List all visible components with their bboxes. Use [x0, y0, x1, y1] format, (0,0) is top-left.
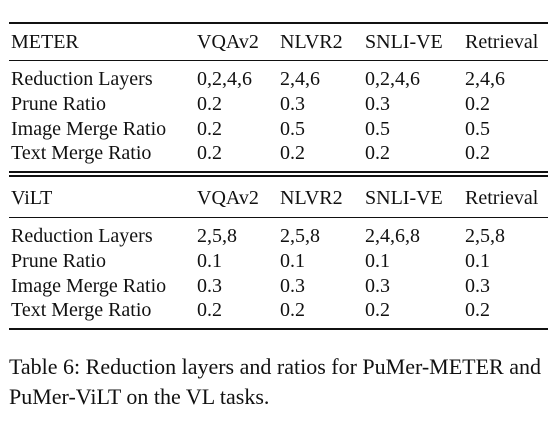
table-cell: 0.2	[465, 142, 490, 164]
column-header: NLVR2	[280, 31, 343, 53]
table-row: Image Merge Ratio 0.2 0.5 0.5 0.5	[9, 117, 548, 141]
table-cell: 2,5,8	[465, 225, 505, 247]
column-header: VQAv2	[197, 187, 259, 209]
column-header: SNLI-VE	[365, 187, 443, 209]
table-row: Prune Ratio 0.2 0.3 0.3 0.2	[9, 92, 548, 116]
table-cell: 0.1	[197, 250, 222, 272]
section-double-rule-top	[9, 171, 548, 173]
table-cell: 0.2	[197, 142, 222, 164]
table-cell: 0.2	[465, 93, 490, 115]
table-cell: 2,4,6	[280, 68, 320, 90]
section-label-meter: METER	[11, 31, 79, 53]
table-cell: 2,5,8	[280, 225, 320, 247]
table-bottom-rule	[9, 328, 548, 330]
table-row: Reduction Layers 2,5,8 2,5,8 2,4,6,8 2,5…	[9, 224, 548, 248]
table-cell: 0.2	[197, 93, 222, 115]
row-label: Reduction Layers	[11, 225, 153, 247]
table-cell: 0.5	[365, 118, 390, 140]
row-label: Image Merge Ratio	[11, 118, 167, 140]
table-top-rule	[9, 22, 548, 24]
column-header: NLVR2	[280, 187, 343, 209]
table-cell: 0.3	[465, 275, 490, 297]
table-cell: 0.2	[365, 142, 390, 164]
section-label-vilt: ViLT	[11, 187, 53, 209]
table-cell: 0.2	[197, 118, 222, 140]
table-cell: 0.3	[280, 93, 305, 115]
table-cell: 0.1	[365, 250, 390, 272]
table-row: Reduction Layers 0,2,4,6 2,4,6 0,2,4,6 2…	[9, 67, 548, 91]
column-header: SNLI-VE	[365, 31, 443, 53]
table-cell: 0.3	[197, 275, 222, 297]
table-row: Text Merge Ratio 0.2 0.2 0.2 0.2	[9, 141, 548, 165]
table-cell: 2,4,6,8	[365, 225, 420, 247]
table-cell: 0.1	[280, 250, 305, 272]
table-cell: 0.2	[365, 299, 390, 321]
table-row: Image Merge Ratio 0.3 0.3 0.3 0.3	[9, 274, 548, 298]
table-cell: 0.2	[465, 299, 490, 321]
table-cell: 0.2	[280, 299, 305, 321]
table-cell: 0.5	[465, 118, 490, 140]
table-cell: 0.2	[280, 142, 305, 164]
section-double-rule-bottom	[9, 175, 548, 177]
table-cell: 0.2	[197, 299, 222, 321]
table-cell: 0,2,4,6	[197, 68, 252, 90]
column-header: Retrieval	[465, 187, 539, 209]
row-label: Image Merge Ratio	[11, 275, 167, 297]
header-rule	[9, 60, 548, 61]
table-cell: 0,2,4,6	[365, 68, 420, 90]
row-label: Prune Ratio	[11, 93, 106, 115]
table-cell: 2,5,8	[197, 225, 237, 247]
column-header: VQAv2	[197, 31, 259, 53]
table-row: Text Merge Ratio 0.2 0.2 0.2 0.2	[9, 298, 548, 322]
header-rule	[9, 217, 548, 218]
row-label: Prune Ratio	[11, 250, 106, 272]
table-cell: 0.3	[365, 275, 390, 297]
table-cell: 0.5	[280, 118, 305, 140]
table-cell: 0.1	[465, 250, 490, 272]
table-cell: 0.3	[365, 93, 390, 115]
row-label: Text Merge Ratio	[11, 299, 152, 321]
table-row: Prune Ratio 0.1 0.1 0.1 0.1	[9, 249, 548, 273]
row-label: Text Merge Ratio	[11, 142, 152, 164]
table-cell: 0.3	[280, 275, 305, 297]
table-cell: 2,4,6	[465, 68, 505, 90]
column-header: Retrieval	[465, 31, 539, 53]
row-label: Reduction Layers	[11, 68, 153, 90]
table-header-row: ViLT VQAv2 NLVR2 SNLI-VE Retrieval	[9, 186, 548, 210]
table-caption: Table 6: Reduction layers and ratios for…	[9, 354, 541, 409]
table-header-row: METER VQAv2 NLVR2 SNLI-VE Retrieval	[9, 30, 548, 54]
